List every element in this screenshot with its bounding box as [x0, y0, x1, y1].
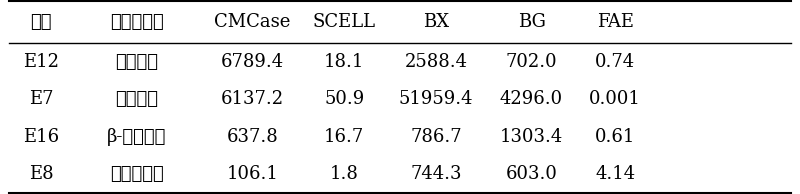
- Text: BX: BX: [423, 13, 449, 31]
- Text: E12: E12: [23, 53, 59, 71]
- Text: 50.9: 50.9: [324, 90, 364, 108]
- Text: 4.14: 4.14: [595, 165, 635, 183]
- Text: 51959.4: 51959.4: [398, 90, 473, 108]
- Text: 6789.4: 6789.4: [221, 53, 284, 71]
- Text: 木聚糖酶: 木聚糖酶: [115, 90, 158, 108]
- Text: 637.8: 637.8: [226, 128, 278, 146]
- Text: 商品酶名称: 商品酶名称: [110, 13, 164, 31]
- Text: CMCase: CMCase: [214, 13, 290, 31]
- Text: FAE: FAE: [597, 13, 634, 31]
- Text: 702.0: 702.0: [506, 53, 558, 71]
- Text: 4296.0: 4296.0: [500, 90, 563, 108]
- Text: 阿魏酸酯酶: 阿魏酸酯酶: [110, 165, 164, 183]
- Text: β-葡聚糖酶: β-葡聚糖酶: [107, 128, 166, 146]
- Text: 0.74: 0.74: [595, 53, 635, 71]
- Text: 744.3: 744.3: [410, 165, 462, 183]
- Text: 1303.4: 1303.4: [500, 128, 563, 146]
- Text: 1.8: 1.8: [330, 165, 358, 183]
- Text: 编号: 编号: [30, 13, 52, 31]
- Text: E8: E8: [29, 165, 54, 183]
- Text: 6137.2: 6137.2: [221, 90, 284, 108]
- Text: 0.001: 0.001: [590, 90, 641, 108]
- Text: 2588.4: 2588.4: [404, 53, 467, 71]
- Text: 106.1: 106.1: [226, 165, 278, 183]
- Text: 纤维素酶: 纤维素酶: [115, 53, 158, 71]
- Text: 18.1: 18.1: [324, 53, 364, 71]
- Text: 0.61: 0.61: [595, 128, 635, 146]
- Text: 16.7: 16.7: [324, 128, 364, 146]
- Text: BG: BG: [518, 13, 546, 31]
- Text: SCELL: SCELL: [313, 13, 376, 31]
- Text: E16: E16: [23, 128, 59, 146]
- Text: 603.0: 603.0: [506, 165, 558, 183]
- Text: E7: E7: [29, 90, 54, 108]
- Text: 786.7: 786.7: [410, 128, 462, 146]
